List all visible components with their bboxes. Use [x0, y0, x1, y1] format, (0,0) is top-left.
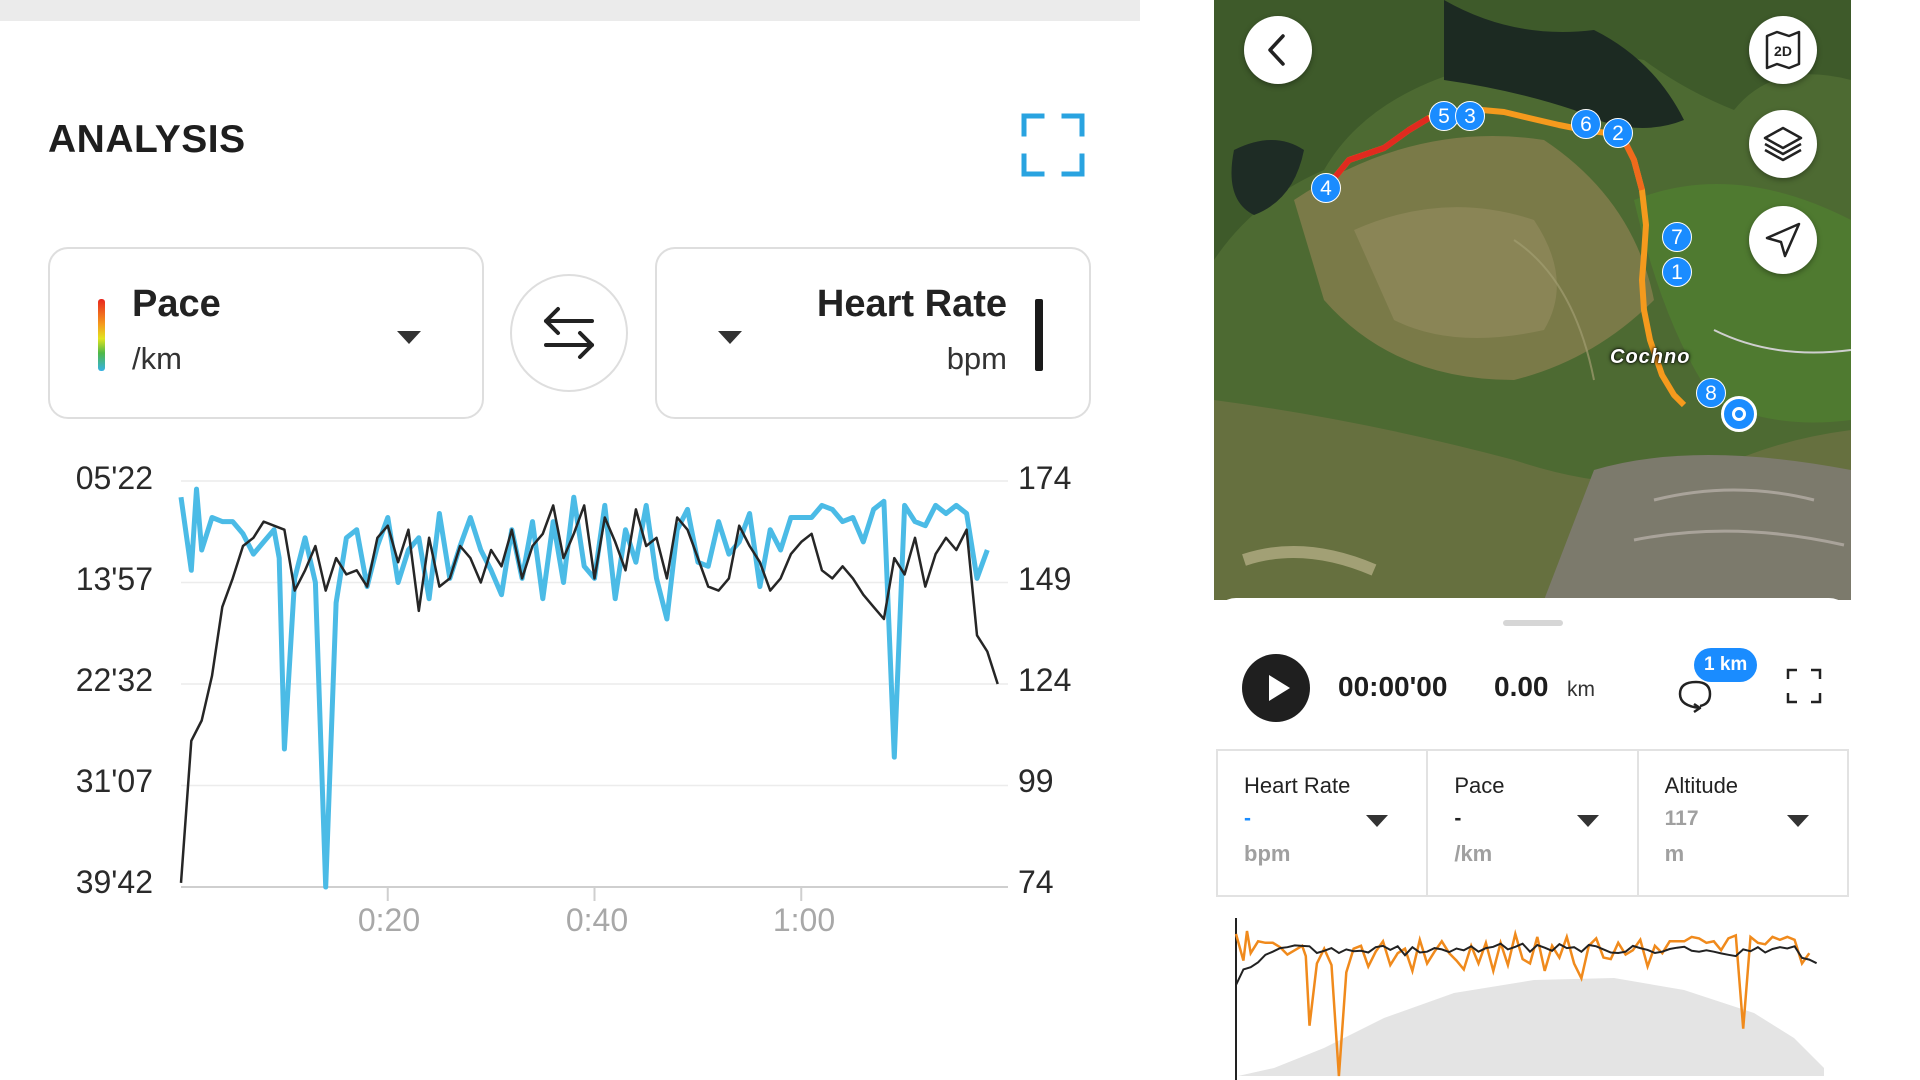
metric-value: 117 — [1664, 807, 1699, 830]
pace-selector-unit: /km — [132, 341, 182, 376]
lap-marker[interactable]: 6 — [1571, 109, 1601, 139]
current-position-marker — [1721, 396, 1757, 432]
lap-marker[interactable]: 7 — [1662, 222, 1692, 252]
metric-cell-heart-rate[interactable]: Heart Rate - bpm — [1218, 751, 1429, 895]
map-2d-label: 2D — [1774, 43, 1792, 59]
playback-time: 00:00'00 — [1338, 671, 1448, 702]
y-left-tick: 39'42 — [75, 864, 153, 900]
map-2d-toggle-button[interactable]: 2D — [1749, 16, 1817, 84]
y-right-tick: 99 — [1018, 763, 1054, 799]
metric-selector-row: Heart Rate - bpm Pace - /km Altitude 117… — [1216, 749, 1849, 897]
top-strip — [0, 0, 1140, 21]
route-map[interactable]: 2D 5 3 6 2 4 7 1 8 — [1214, 0, 1851, 600]
map-place-label: Cochno — [1610, 346, 1691, 368]
y-left-tick: 22'32 — [75, 662, 153, 698]
heart-rate-series-line — [179, 504, 999, 883]
back-button[interactable] — [1244, 16, 1312, 84]
heart-rate-selector-unit: bpm — [946, 341, 1007, 376]
page-title: ANALYSIS — [48, 118, 246, 161]
lap-loop-icon — [1678, 680, 1712, 714]
metric-unit: /km — [1454, 841, 1493, 866]
satellite-imagery — [1214, 0, 1851, 600]
playback-distance-unit: km — [1567, 678, 1595, 701]
y-left-tick: 05'22 — [75, 460, 153, 496]
map-2d-icon: 2D — [1765, 30, 1801, 70]
y-left-tick: 13'57 — [75, 561, 153, 597]
heart-rate-metric-selector[interactable]: Heart Rate bpm — [655, 247, 1091, 419]
chevron-down-icon — [397, 331, 421, 344]
mini-heart-rate-line — [1235, 942, 1818, 986]
navigation-arrow-icon — [1765, 222, 1801, 258]
heart-rate-color-bar — [1035, 299, 1043, 371]
expand-icon — [1786, 668, 1822, 704]
fullscreen-button[interactable] — [1020, 112, 1086, 178]
sheet-fullscreen-button[interactable] — [1786, 668, 1822, 704]
metric-name: Altitude — [1664, 773, 1739, 798]
pace-metric-selector[interactable]: Pace /km — [48, 247, 484, 419]
x-tick: 1:00 — [772, 902, 836, 938]
metric-unit: bpm — [1244, 841, 1291, 866]
map-layers-button[interactable] — [1749, 110, 1817, 178]
lap-distance-badge: 1 km — [1694, 648, 1758, 682]
y-right-tick: 174 — [1018, 460, 1072, 496]
pace-color-scale — [98, 299, 105, 371]
chevron-down-icon — [1576, 815, 1599, 827]
swap-metrics-button[interactable] — [510, 274, 628, 392]
altitude-area — [1238, 978, 1824, 1076]
lap-marker[interactable]: 4 — [1311, 173, 1341, 203]
x-tick: 0:20 — [357, 902, 421, 938]
metric-name: Pace — [1454, 773, 1505, 798]
y-left-tick: 31'07 — [75, 763, 153, 799]
metric-unit: m — [1664, 841, 1685, 866]
lap-marker[interactable]: 8 — [1696, 378, 1726, 408]
metric-cell-pace[interactable]: Pace - /km — [1428, 751, 1639, 895]
playback-distance: 0.00 — [1494, 671, 1549, 702]
play-icon — [1269, 675, 1290, 701]
swap-arrows-icon — [544, 307, 594, 359]
y-right-tick: 74 — [1018, 864, 1054, 900]
lap-interval-button[interactable] — [1670, 660, 1740, 716]
pace-selector-title: Pace — [132, 283, 221, 325]
lap-marker[interactable]: 2 — [1603, 118, 1633, 148]
metric-value: - — [1454, 807, 1462, 830]
timeline-mini-chart[interactable] — [1234, 918, 1834, 1080]
lap-marker[interactable]: 1 — [1662, 257, 1692, 287]
x-tick: 0:40 — [565, 902, 629, 938]
play-button[interactable] — [1242, 654, 1310, 722]
chevron-down-icon — [1786, 815, 1809, 827]
expand-icon — [1021, 113, 1085, 177]
mini-pace-line — [1234, 928, 1811, 1077]
chevron-down-icon — [1366, 815, 1389, 827]
chevron-down-icon — [718, 331, 742, 344]
metric-cell-altitude[interactable]: Altitude 117 m — [1639, 751, 1847, 895]
locate-button[interactable] — [1749, 206, 1817, 274]
metric-value: - — [1244, 807, 1251, 830]
sheet-drag-handle[interactable] — [1503, 620, 1563, 626]
chevron-left-icon — [1268, 34, 1285, 66]
y-right-tick: 149 — [1018, 561, 1072, 597]
layers-icon — [1763, 126, 1803, 162]
lap-marker[interactable]: 3 — [1455, 101, 1485, 131]
y-right-tick: 124 — [1018, 662, 1072, 698]
pace-series-line — [178, 486, 990, 890]
analysis-chart[interactable] — [0, 460, 1140, 920]
heart-rate-selector-title: Heart Rate — [816, 283, 1007, 325]
metric-name: Heart Rate — [1244, 773, 1351, 798]
